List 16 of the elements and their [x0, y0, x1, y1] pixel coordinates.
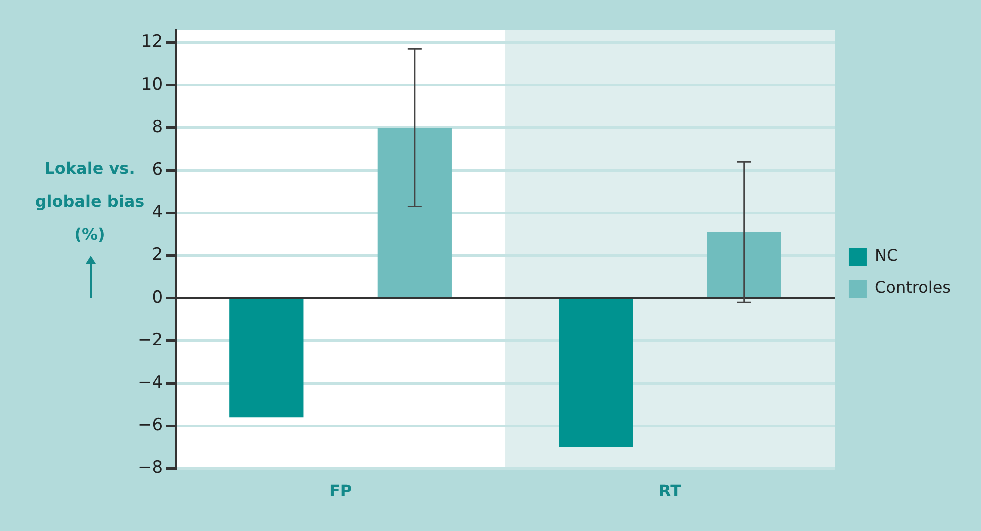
y-tick-label: 10 — [141, 74, 164, 95]
y-tick-label: −8 — [138, 458, 164, 478]
y-tick-label: −4 — [138, 373, 164, 394]
x-tick-label: RT — [658, 482, 682, 501]
y-tick-label: 12 — [141, 32, 164, 52]
y-tick-label: 2 — [152, 245, 164, 266]
y-tick-label: −6 — [138, 416, 164, 436]
y-tick-label: −2 — [138, 330, 164, 350]
legend-label: NC — [874, 246, 898, 266]
y-tick-label: 8 — [152, 117, 164, 138]
y-tick-label: 4 — [152, 202, 164, 223]
y-axis-title: Lokale vs. globale bias (%) — [35, 159, 145, 244]
y-tick-label: 0 — [152, 288, 164, 308]
x-tick-label: FP — [329, 482, 352, 501]
y-tick-label: 6 — [152, 160, 164, 180]
legend-label: Controles — [874, 278, 951, 298]
